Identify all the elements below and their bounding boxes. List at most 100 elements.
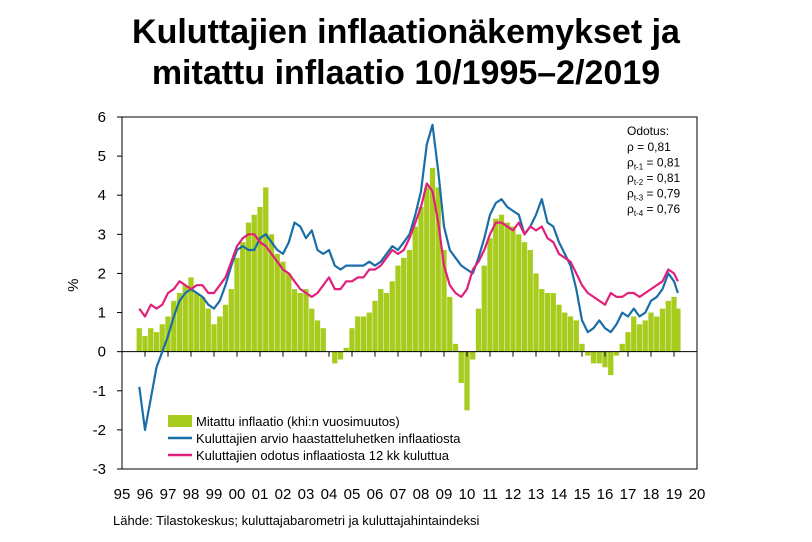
x-tick-label: 98 <box>183 486 200 503</box>
inflation-bar <box>257 206 263 352</box>
y-tick-label: -3 <box>93 461 106 478</box>
inflation-bar <box>562 312 568 352</box>
y-tick-label: 4 <box>98 187 106 204</box>
inflation-bar <box>343 347 349 352</box>
y-tick-label: 2 <box>98 265 106 282</box>
inflation-bar <box>533 273 539 352</box>
inflation-bar <box>510 226 516 352</box>
inflation-bar <box>452 343 459 352</box>
inflation-bar <box>389 281 395 352</box>
x-tick-label: 16 <box>597 486 614 503</box>
annotation-header: Odotus: <box>627 124 669 138</box>
inflation-bar <box>366 312 372 352</box>
inflation-bar <box>659 308 666 352</box>
inflation-bar <box>464 351 470 411</box>
y-tick-label: 3 <box>98 226 106 243</box>
inflation-bar <box>136 328 142 352</box>
legend-label: Mitattu inflaatio (khi:n vuosimuutos) <box>196 414 400 429</box>
inflation-bar <box>171 300 177 352</box>
inflation-bar <box>429 167 436 352</box>
inflation-bar <box>332 351 338 364</box>
chart-title: Kuluttajien inflaationäkemykset ja mitat… <box>0 12 812 94</box>
annotation-line: ρt-4 = 0,76 <box>627 202 681 218</box>
inflation-bar <box>320 328 326 352</box>
inflation-bar <box>182 285 188 352</box>
x-tick-label: 20 <box>689 486 706 503</box>
y-tick-label: -1 <box>93 383 106 400</box>
inflation-bar <box>671 296 677 352</box>
x-tick-label: 18 <box>643 486 660 503</box>
inflation-bar <box>245 222 252 352</box>
inflation-bar <box>550 293 556 352</box>
inflation-bar <box>631 316 637 352</box>
y-tick-label: -2 <box>93 422 106 439</box>
inflation-bar <box>636 324 643 352</box>
inflation-bar <box>401 257 407 352</box>
inflation-bar <box>521 242 528 352</box>
inflation-bar <box>596 351 602 364</box>
inflation-bar <box>579 343 585 352</box>
x-tick-label: 99 <box>206 486 223 503</box>
x-tick-label: 97 <box>160 486 177 503</box>
source-note: Lähde: Tilastokeskus; kuluttajabarometri… <box>113 513 480 528</box>
inflation-bar <box>470 351 476 360</box>
inflation-bar <box>309 308 315 352</box>
inflation-bar <box>360 316 367 352</box>
inflation-bar <box>458 351 464 383</box>
chart-title-line-2: mitattu inflaatio 10/1995–2/2019 <box>151 54 661 92</box>
x-tick-label: 10 <box>459 486 476 503</box>
x-tick-label: 15 <box>574 486 591 503</box>
inflation-bar <box>648 312 654 352</box>
inflation-bar <box>240 242 246 352</box>
inflation-bar <box>412 226 418 352</box>
inflation-bar <box>424 187 430 352</box>
legend-label: Kuluttajien arvio haastatteluhetken infl… <box>196 431 461 446</box>
inflation-bar <box>585 351 591 356</box>
inflation-bar <box>625 332 631 352</box>
inflation-bar <box>291 289 298 352</box>
inflation-bar <box>314 320 321 352</box>
inflation-bar <box>418 206 424 352</box>
inflation-bar <box>567 316 574 352</box>
inflation-bar <box>263 187 269 352</box>
y-tick-label: 6 <box>98 109 106 126</box>
inflation-bar <box>199 296 206 352</box>
annotation-line: ρ = 0,81 <box>627 140 671 154</box>
inflation-bar <box>205 308 211 352</box>
annotation-line: ρt-1 = 0,81 <box>627 156 681 172</box>
expected-inflation-line <box>138 182 679 318</box>
inflation-bar <box>268 234 275 352</box>
perceived-inflation-line <box>138 123 679 431</box>
inflation-bar <box>642 320 648 352</box>
y-tick-label: 0 <box>98 344 106 361</box>
inflation-bar <box>493 218 499 352</box>
inflation-bar <box>142 336 148 352</box>
x-tick-label: 96 <box>137 486 154 503</box>
inflation-bar <box>435 187 441 352</box>
inflation-bar <box>234 257 240 352</box>
inflation-bar <box>504 222 510 352</box>
x-tick-label: 07 <box>390 486 407 503</box>
inflation-bar <box>665 300 671 352</box>
inflation-bar <box>544 293 551 352</box>
inflation-bar <box>539 289 545 352</box>
inflation-bar <box>159 324 165 352</box>
x-tick-label: 95 <box>114 486 131 503</box>
inflation-bar <box>395 265 401 352</box>
inflation-bar <box>573 320 579 352</box>
x-tick-label: 17 <box>620 486 637 503</box>
inflation-bar <box>498 214 505 352</box>
x-tick-label: 03 <box>298 486 315 503</box>
inflation-bar <box>222 304 229 352</box>
x-tick-label: 05 <box>344 486 361 503</box>
inflation-bar <box>148 328 154 352</box>
chart-title-line-1: Kuluttajien inflaationäkemykset ja <box>132 13 680 51</box>
inflation-bar <box>217 316 223 352</box>
inflation-bar <box>475 308 482 352</box>
inflation-bar <box>211 324 217 352</box>
x-tick-label: 12 <box>505 486 522 503</box>
x-tick-label: 01 <box>252 486 269 503</box>
inflation-bar <box>274 253 280 352</box>
inflation-bar <box>286 273 292 352</box>
